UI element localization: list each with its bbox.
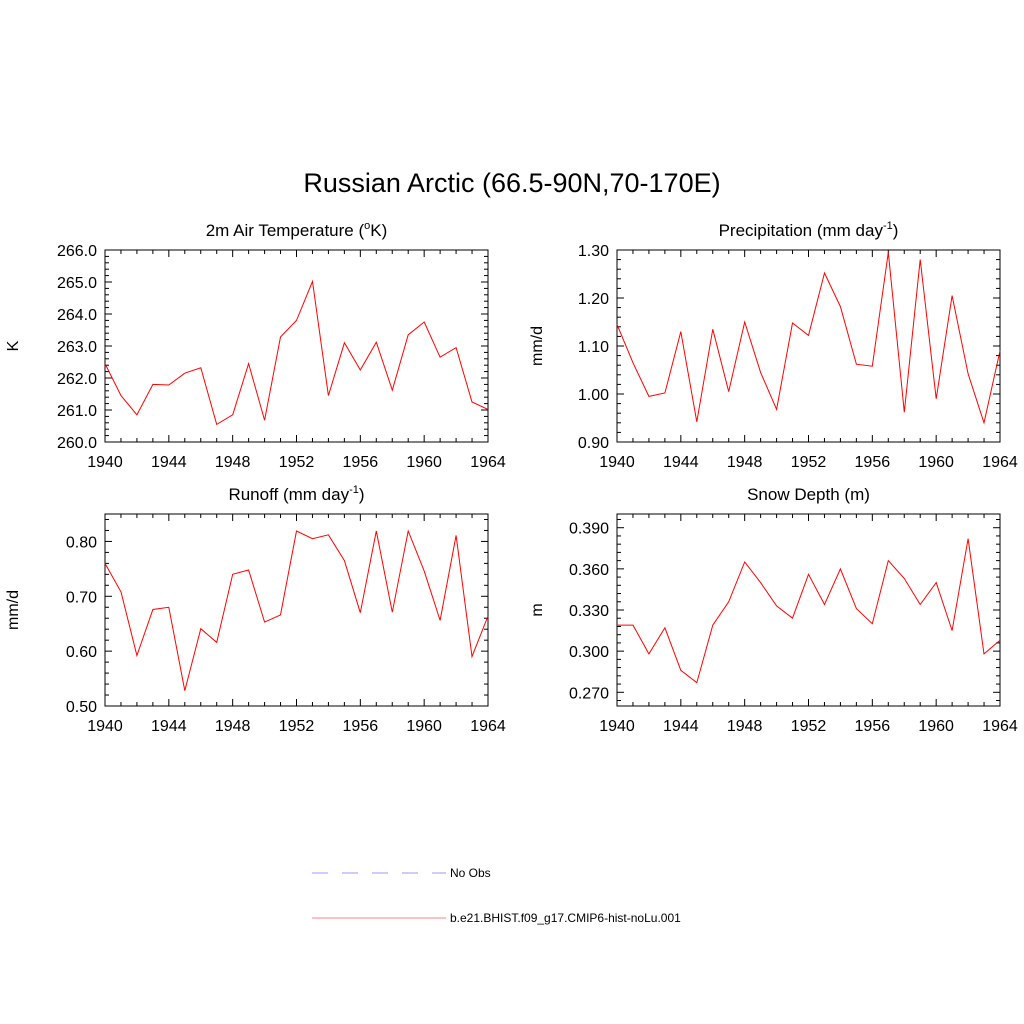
plot-frame xyxy=(616,249,1001,443)
x-tick-label: 1948 xyxy=(727,454,763,471)
y-tick-label: 262.0 xyxy=(57,371,97,388)
y-tick-label: 1.10 xyxy=(578,339,609,356)
x-tick-label: 1956 xyxy=(855,718,891,735)
main-title: Russian Arctic (66.5-90N,70-170E) xyxy=(303,168,721,198)
x-tick-label: 1948 xyxy=(215,454,251,471)
y-tick-label: 0.390 xyxy=(569,521,609,538)
panel-title-text: Runoff (mm day xyxy=(228,485,349,504)
series-line xyxy=(104,279,489,426)
y-tick-label: 261.0 xyxy=(57,403,97,420)
y-tick-label: 0.60 xyxy=(66,644,97,661)
y-tick-label: 260.0 xyxy=(57,435,97,452)
panel-runoff: 1940 1944 1948 1952 1956 1960 1964 0.50 0.60 0.70… xyxy=(5,484,506,735)
panel-title-superscript: -1 xyxy=(883,220,893,232)
y-tick-label: 0.360 xyxy=(569,562,609,579)
x-tick-label: 1948 xyxy=(215,718,251,735)
panel-title: Runoff (mm day-1) xyxy=(228,484,364,504)
series-line xyxy=(617,538,1001,684)
y-tick-label: 265.0 xyxy=(57,275,97,292)
panel-title: Snow Depth (m) xyxy=(747,485,870,504)
legend-label-no-obs: No Obs xyxy=(450,866,491,880)
x-tick-label: 1952 xyxy=(791,718,827,735)
x-tick-label: 1956 xyxy=(343,718,379,735)
y-tick-label: 0.270 xyxy=(569,685,609,702)
panel-title-text: Precipitation (mm day xyxy=(719,221,884,240)
panel-title-tail: ) xyxy=(359,485,365,504)
x-tick-label: 1940 xyxy=(87,454,123,471)
y-axis-label: mm/d xyxy=(529,326,546,366)
panel-title: 2m Air Temperature (oK) xyxy=(206,220,388,240)
y-tick-label: 0.300 xyxy=(569,644,609,661)
legend: No Obs b.e21.BHIST.f09_g17.CMIP6-hist-no… xyxy=(312,866,681,925)
panel-air-temperature: 1940 1944 1948 1952 1956 1960 1964 260.0 261.0 26… xyxy=(5,220,506,471)
x-tick-label: 1952 xyxy=(279,718,315,735)
x-tick-label: 1952 xyxy=(791,454,827,471)
panel-title-superscript: -1 xyxy=(349,484,359,496)
panel-title-text: 2m Air Temperature ( xyxy=(206,221,365,240)
x-tick-label: 1964 xyxy=(982,718,1018,735)
y-axis-label: m xyxy=(529,603,546,616)
panel-precipitation: 1940 1944 1948 1952 1956 1960 1964 0.90 1.00 1.10… xyxy=(529,220,1018,471)
panel-title: Precipitation (mm day-1) xyxy=(719,220,899,240)
y-axis-label: mm/d xyxy=(5,590,22,630)
panel-title-tail: K) xyxy=(370,221,387,240)
y-tick-label: 1.00 xyxy=(578,387,609,404)
x-tick-label: 1960 xyxy=(406,718,442,735)
y-tick-label: 263.0 xyxy=(57,339,97,356)
series-line xyxy=(104,529,489,691)
legend-label-model: b.e21.BHIST.f09_g17.CMIP6-hist-noLu.001 xyxy=(450,911,681,925)
y-tick-label: 1.20 xyxy=(578,291,609,308)
x-tick-label: 1964 xyxy=(982,454,1018,471)
x-tick-label: 1952 xyxy=(279,454,315,471)
panel-title-tail: ) xyxy=(893,221,899,240)
panel-title-text: Snow Depth (m) xyxy=(747,485,870,504)
y-axis-label: K xyxy=(5,340,22,351)
panel-snow-depth: 1940 1944 1948 1952 1956 1960 1964 0.270 0.300 0.… xyxy=(529,485,1018,735)
x-tick-label: 1960 xyxy=(918,718,954,735)
x-tick-label: 1940 xyxy=(599,718,635,735)
x-tick-label: 1944 xyxy=(151,454,187,471)
x-tick-label: 1940 xyxy=(599,454,635,471)
y-tick-label: 0.70 xyxy=(66,589,97,606)
x-tick-label: 1964 xyxy=(470,454,506,471)
plot-frame xyxy=(104,249,489,443)
series-line xyxy=(616,252,1001,425)
x-tick-label: 1944 xyxy=(663,718,699,735)
panel-title-superscript: o xyxy=(364,220,370,232)
y-tick-label: 0.330 xyxy=(569,603,609,620)
x-tick-label: 1956 xyxy=(343,454,379,471)
y-tick-label: 0.80 xyxy=(66,534,97,551)
plot-frame xyxy=(104,513,489,707)
x-tick-label: 1964 xyxy=(470,718,506,735)
x-tick-label: 1944 xyxy=(663,454,699,471)
x-tick-label: 1940 xyxy=(87,718,123,735)
x-tick-label: 1956 xyxy=(855,454,891,471)
x-tick-label: 1944 xyxy=(151,718,187,735)
y-tick-label: 0.50 xyxy=(66,699,97,716)
y-tick-label: 0.90 xyxy=(578,435,609,452)
x-tick-label: 1960 xyxy=(406,454,442,471)
y-tick-label: 1.30 xyxy=(578,243,609,260)
plot-frame xyxy=(616,513,1001,707)
x-tick-label: 1960 xyxy=(918,454,954,471)
x-tick-label: 1948 xyxy=(727,718,763,735)
y-tick-label: 266.0 xyxy=(57,243,97,260)
y-tick-label: 264.0 xyxy=(57,307,97,324)
